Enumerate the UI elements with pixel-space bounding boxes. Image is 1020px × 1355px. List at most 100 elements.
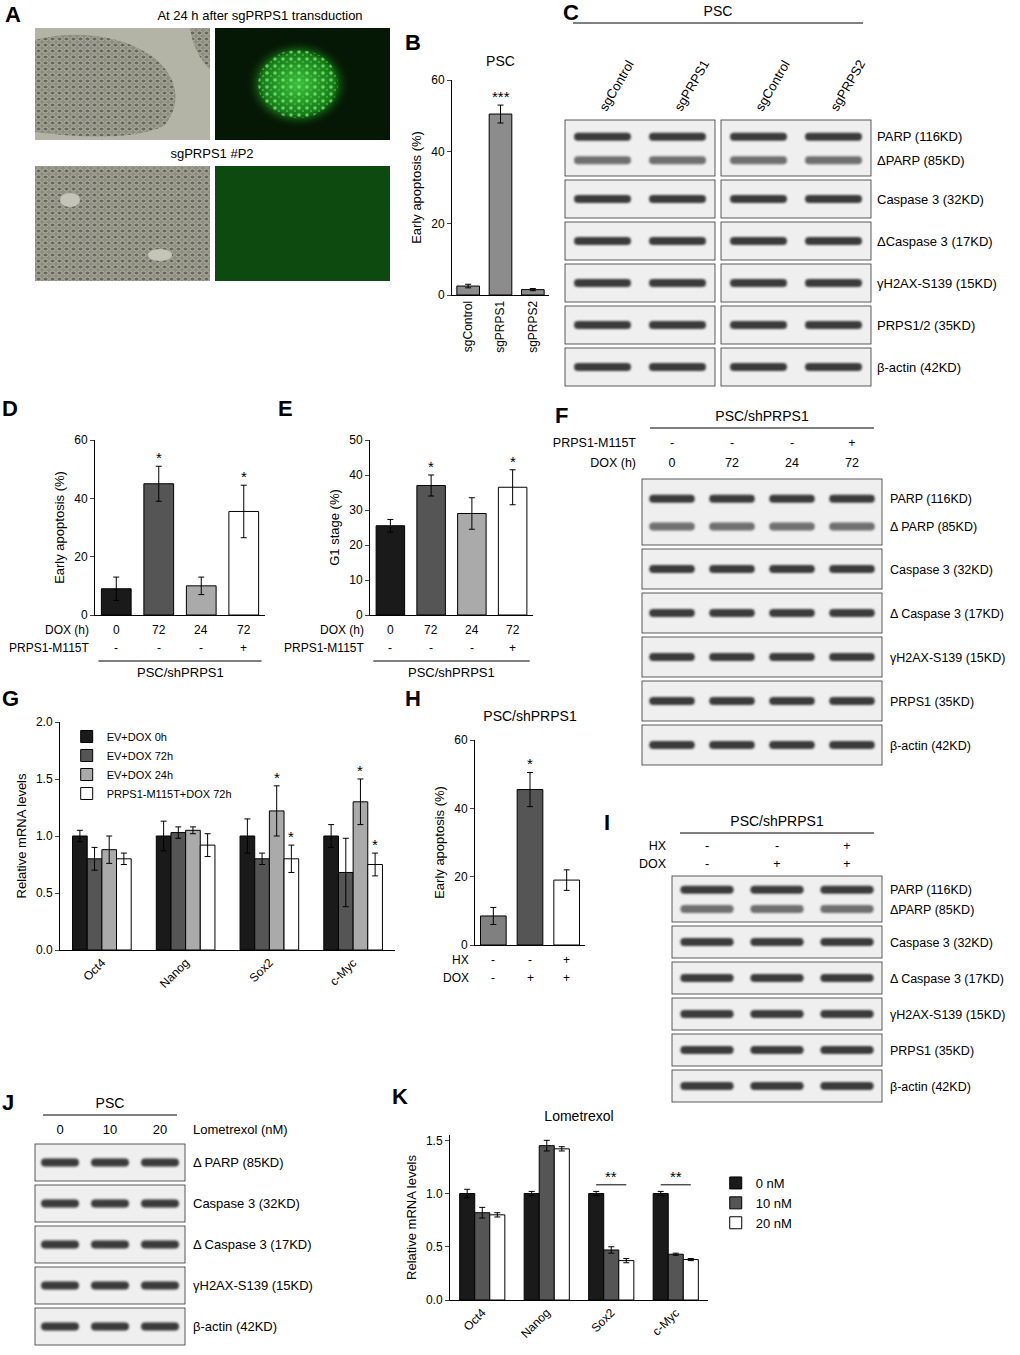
svg-text:PSC: PSC: [486, 53, 515, 69]
svg-text:γH2AX-S139 (15KD): γH2AX-S139 (15KD): [890, 1008, 1005, 1022]
svg-text:72: 72: [845, 456, 859, 470]
svg-text:60: 60: [74, 433, 88, 447]
svg-text:*: *: [274, 769, 280, 786]
svg-text:γH2AX-S139 (15KD): γH2AX-S139 (15KD): [877, 276, 997, 291]
svg-text:PSC/shPRPS1: PSC/shPRPS1: [715, 408, 809, 424]
svg-text:-: -: [470, 641, 474, 655]
svg-text:PARP (116KD): PARP (116KD): [877, 129, 962, 144]
svg-text:PRPS1-M115T: PRPS1-M115T: [553, 436, 636, 450]
svg-text:PSC: PSC: [96, 1095, 125, 1111]
svg-text:Sox2: Sox2: [246, 956, 275, 985]
svg-text:20: 20: [454, 870, 468, 884]
svg-text:Lometrexol (nM): Lometrexol (nM): [193, 1122, 288, 1137]
svg-text:24: 24: [194, 623, 208, 637]
svg-text:Caspase 3 (32KD): Caspase 3 (32KD): [890, 936, 993, 950]
svg-text:-: -: [491, 971, 495, 985]
svg-text:Δ Caspase 3 (17KD): Δ Caspase 3 (17KD): [890, 972, 1004, 986]
svg-text:γH2AX-S139 (15KD): γH2AX-S139 (15KD): [890, 651, 1005, 665]
svg-text:PRPS1-M115T+DOX 72h: PRPS1-M115T+DOX 72h: [107, 788, 232, 800]
svg-text:PSC/shPRPS1: PSC/shPRPS1: [730, 813, 824, 829]
svg-text:Oct4: Oct4: [80, 956, 108, 984]
svg-text:0: 0: [56, 1122, 63, 1137]
svg-text:10: 10: [103, 1122, 117, 1137]
svg-text:24: 24: [785, 456, 799, 470]
svg-text:DOX (h): DOX (h): [45, 623, 89, 637]
svg-text:sgControl: sgControl: [461, 301, 475, 352]
svg-text:20: 20: [349, 538, 363, 552]
svg-text:EV+DOX 24h: EV+DOX 24h: [107, 769, 173, 781]
svg-text:Early apoptosis (%): Early apoptosis (%): [432, 786, 447, 899]
svg-text:20: 20: [153, 1122, 167, 1137]
svg-text:γH2AX-S139 (15KD): γH2AX-S139 (15KD): [193, 1278, 313, 1293]
svg-text:+: +: [563, 953, 570, 967]
svg-text:sgPRPS1 #P2: sgPRPS1 #P2: [170, 146, 253, 161]
svg-text:20: 20: [431, 217, 445, 231]
svg-text:0: 0: [438, 288, 445, 302]
svg-text:ΔPARP (85KD): ΔPARP (85KD): [890, 903, 974, 917]
svg-text:1.0: 1.0: [36, 829, 53, 843]
svg-text:**: **: [670, 1168, 682, 1185]
svg-text:1.0: 1.0: [426, 1187, 443, 1201]
svg-text:*: *: [357, 762, 363, 779]
svg-text:0: 0: [461, 938, 468, 952]
svg-text:-: -: [491, 953, 495, 967]
svg-text:*: *: [288, 828, 294, 845]
svg-text:PRPS1/2 (35KD): PRPS1/2 (35KD): [877, 318, 975, 333]
svg-text:-: -: [114, 641, 118, 655]
svg-text:0: 0: [113, 623, 120, 637]
svg-text:EV+DOX 0h: EV+DOX 0h: [107, 731, 167, 743]
svg-text:*: *: [510, 453, 516, 470]
svg-text:Nanog: Nanog: [518, 1306, 553, 1341]
svg-text:DOX (h): DOX (h): [590, 456, 636, 470]
svg-text:β-actin (42KD): β-actin (42KD): [877, 360, 961, 375]
svg-text:EV+DOX 72h: EV+DOX 72h: [107, 750, 173, 762]
svg-text:sgPRPS1: sgPRPS1: [493, 300, 507, 352]
svg-text:72: 72: [725, 456, 739, 470]
svg-text:PSC/shPRPS1: PSC/shPRPS1: [483, 708, 577, 724]
svg-text:20: 20: [74, 550, 88, 564]
svg-text:Oct4: Oct4: [461, 1306, 489, 1334]
svg-text:24: 24: [465, 623, 479, 637]
svg-text:0: 0: [669, 456, 676, 470]
svg-text:0.0: 0.0: [426, 1293, 443, 1307]
svg-text:Early apoptosis (%): Early apoptosis (%): [409, 131, 424, 244]
svg-text:+: +: [773, 857, 780, 871]
svg-text:20 nM: 20 nM: [756, 1216, 792, 1231]
svg-text:1.5: 1.5: [426, 1134, 443, 1148]
svg-text:60: 60: [431, 73, 445, 87]
svg-text:-: -: [775, 839, 779, 853]
svg-text:72: 72: [424, 623, 438, 637]
svg-text:Caspase 3 (32KD): Caspase 3 (32KD): [877, 192, 984, 207]
svg-text:Sox2: Sox2: [588, 1306, 617, 1335]
svg-text:sgPRPS1: sgPRPS1: [671, 57, 712, 113]
svg-text:Caspase 3 (32KD): Caspase 3 (32KD): [890, 563, 993, 577]
svg-text:β-actin (42KD): β-actin (42KD): [193, 1319, 277, 1334]
svg-text:ΔCaspase 3 (17KD): ΔCaspase 3 (17KD): [877, 234, 993, 249]
svg-text:DOX (h): DOX (h): [320, 623, 364, 637]
svg-text:-: -: [388, 641, 392, 655]
svg-text:Early apoptosis (%): Early apoptosis (%): [52, 471, 67, 584]
svg-text:40: 40: [431, 145, 445, 159]
svg-text:Δ Caspase 3 (17KD): Δ Caspase 3 (17KD): [193, 1237, 312, 1252]
svg-text:*: *: [156, 449, 162, 466]
svg-text:c-Myc: c-Myc: [327, 956, 360, 989]
svg-text:-: -: [730, 436, 734, 450]
svg-text:+: +: [509, 641, 516, 655]
svg-text:Lometrexol: Lometrexol: [544, 1108, 613, 1124]
svg-text:*: *: [372, 836, 378, 853]
svg-text:+: +: [843, 857, 850, 871]
svg-text:0: 0: [356, 608, 363, 622]
svg-text:+: +: [527, 971, 534, 985]
svg-text:c-Myc: c-Myc: [650, 1306, 683, 1339]
svg-text:PARP (116KD): PARP (116KD): [890, 492, 972, 506]
svg-text:PARP (116KD): PARP (116KD): [890, 883, 972, 897]
svg-text:-: -: [705, 839, 709, 853]
svg-text:HX: HX: [452, 953, 469, 967]
svg-text:sgPRPS2: sgPRPS2: [526, 300, 540, 352]
svg-text:-: -: [429, 641, 433, 655]
svg-text:PRPS1 (35KD): PRPS1 (35KD): [890, 1044, 974, 1058]
svg-text:DOX: DOX: [639, 857, 667, 871]
svg-text:*: *: [428, 458, 434, 475]
svg-text:0.0: 0.0: [36, 943, 53, 957]
svg-text:*: *: [527, 755, 533, 772]
